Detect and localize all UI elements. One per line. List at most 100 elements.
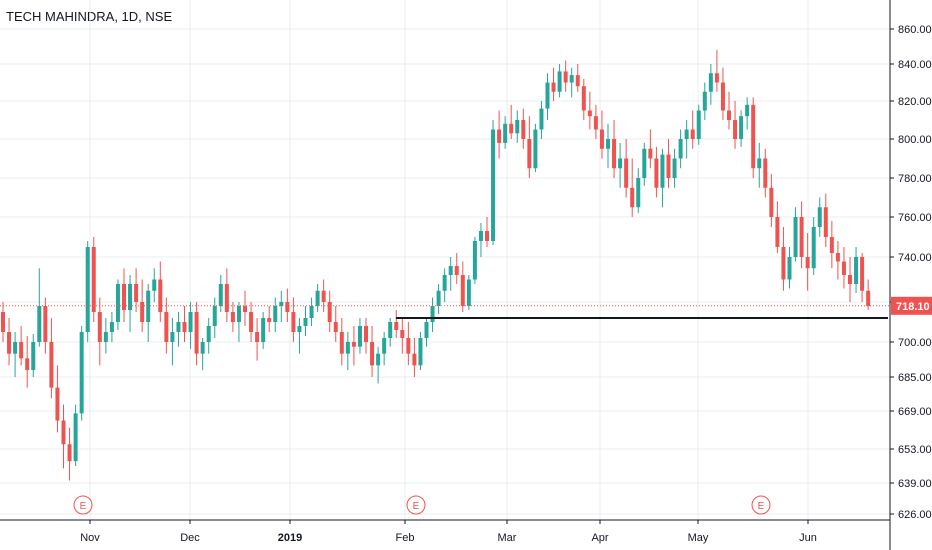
earnings-marker-label: E [413,501,420,512]
earnings-marker [406,495,426,515]
candle-body [751,104,756,169]
candle-body [702,91,707,111]
candle-body [152,279,157,291]
candle-body [364,326,368,342]
candle-body [267,318,272,322]
candle-body [690,129,695,139]
candle-body [817,207,822,227]
time-tick-label: 2019 [278,532,302,544]
candle-body [321,290,326,302]
candle-body [745,104,750,117]
candle-body [55,387,60,421]
price-tick-label: 860.00 [898,24,932,36]
time-tick-label: Dec [180,532,200,544]
candle-body [37,306,42,342]
candle-body [599,129,604,149]
candle-body [351,342,356,347]
candle-body [854,257,859,284]
candle-body [103,332,108,342]
candle-body [97,312,102,342]
last-price-label: 718.10 [896,301,930,313]
candle-body [811,227,816,269]
candle-body [606,139,610,149]
earnings-marker-label: E [80,501,87,512]
candle-body [122,284,126,310]
candle-body [642,148,647,178]
candle-body [696,110,701,139]
candle-body [128,284,133,310]
candle-body [394,322,399,330]
candle-body [612,139,617,169]
candle-body [636,178,641,208]
candle-body [569,75,574,83]
candle-body [575,75,580,87]
candle-body [860,257,865,291]
candle-body [733,120,738,139]
candle-body [261,318,266,342]
candle-body [236,306,241,322]
candle-body [382,338,387,354]
candle-body [230,312,235,322]
candle-body [406,338,411,354]
candle-body [436,290,441,306]
candle-body [563,71,568,83]
candle-body [194,312,199,354]
candle-body [291,312,296,332]
price-tick-label: 840.00 [898,59,932,71]
candle-body [866,290,871,306]
earnings-marker [751,495,771,515]
candle-body [285,302,290,312]
candle-body [158,279,163,312]
candle-body [412,353,417,366]
candle-body [115,284,120,322]
candle-body [739,116,744,139]
candle-body [841,261,846,275]
candle-body [67,444,72,462]
candle-body [182,322,187,332]
candle-body [109,322,114,332]
candle-body [527,139,532,169]
candle-body [763,158,768,188]
candle-body [345,342,350,354]
candle-body [134,284,139,302]
candle-body [769,187,774,217]
candle-body [448,266,453,275]
time-tick-label: Mar [498,532,517,544]
candle-body [551,82,556,92]
time-tick-label: Apr [591,532,608,544]
candle-body [339,332,344,354]
candle-body [19,342,24,359]
candle-body [400,330,405,338]
candle-body [472,241,477,280]
candle-body [7,332,12,354]
candle-body [648,148,653,159]
candle-body [708,73,713,92]
candle-body [273,306,278,322]
candle-body [249,312,254,332]
candle-body [49,342,54,388]
candle-body [630,187,635,208]
candle-body [376,353,381,366]
candle-body [146,290,151,322]
time-tick-label: Jun [799,532,817,544]
candle-body [503,123,508,143]
candle-body [218,284,223,306]
candle-body [43,306,48,342]
candle-body [176,322,181,332]
candle-body [206,326,211,342]
candle-body [333,322,338,332]
candle-body [521,120,526,139]
candle-body [654,158,659,188]
candle-body [799,217,804,257]
candle-body [672,158,677,178]
candle-body [309,306,314,318]
candle-body [188,312,193,332]
candle-body [781,247,786,280]
price-tick-label: 700.00 [898,337,932,349]
candle-body [684,129,689,139]
time-tick-label: Feb [396,532,415,544]
candle-body [720,82,725,111]
candle-body [793,217,798,257]
price-tick-label: 760.00 [898,212,932,224]
